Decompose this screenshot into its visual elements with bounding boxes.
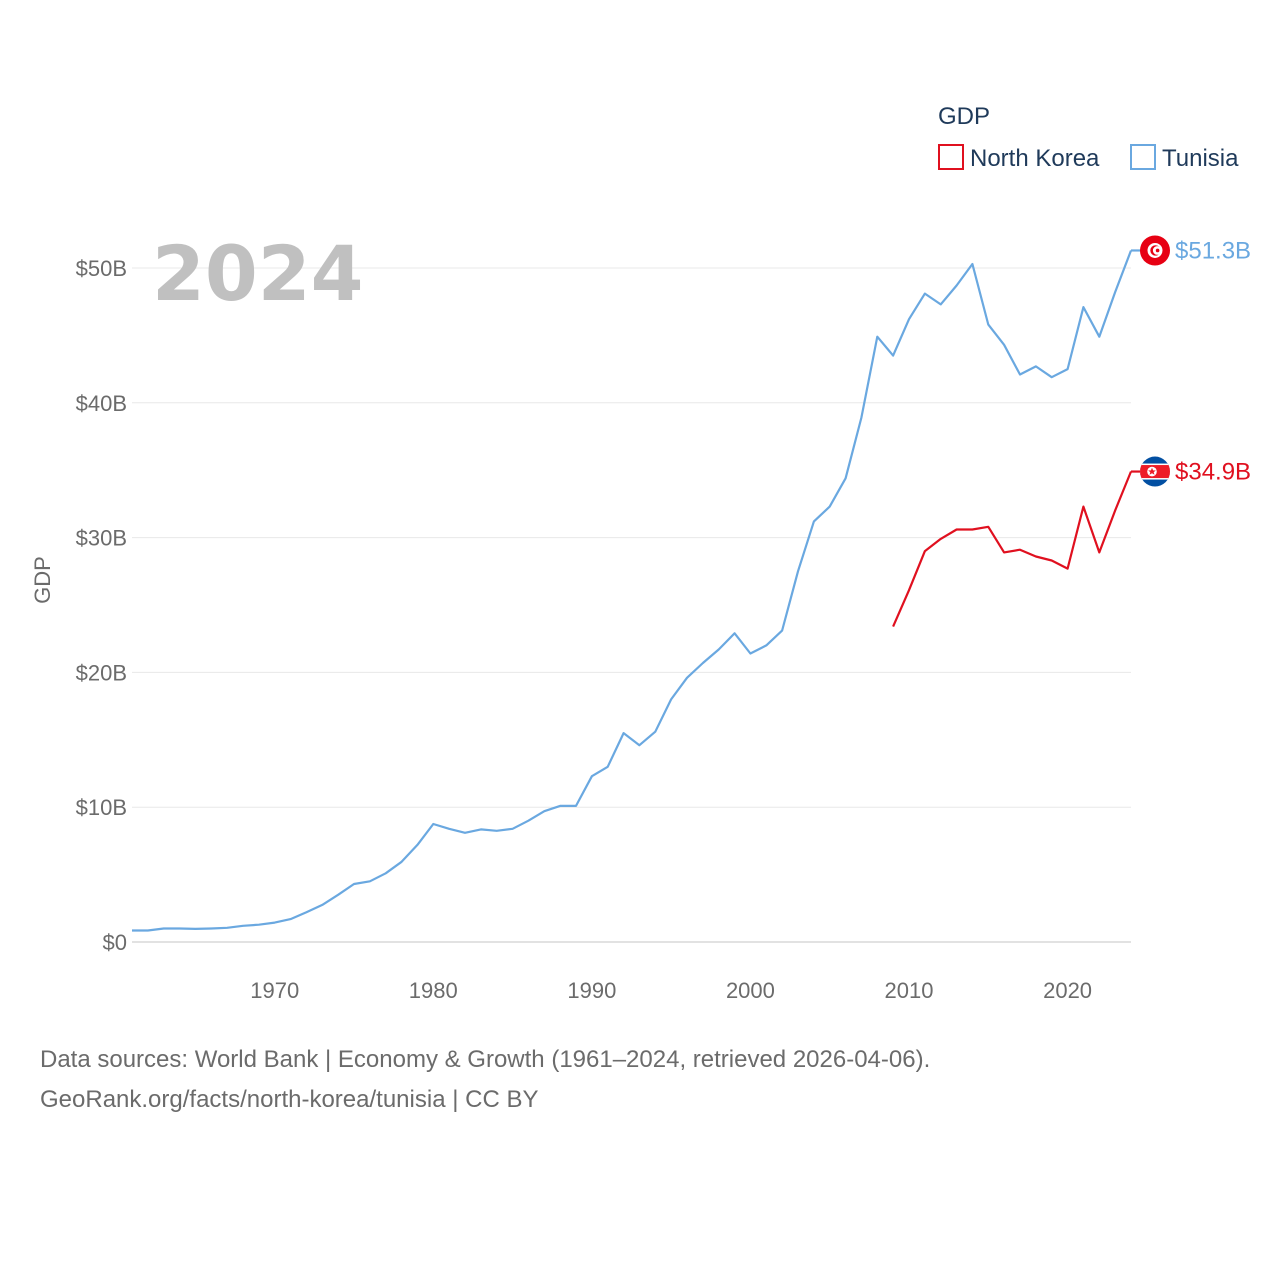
end-label-north-korea: $34.9B (1175, 459, 1251, 486)
y-axis-ticks: $0 $10B $20B $30B $40B $50B (76, 256, 127, 955)
y-tick-label: $10B (76, 795, 127, 820)
legend-swatch-north-korea (938, 144, 964, 170)
x-tick-label: 2000 (726, 978, 775, 1003)
end-markers: $34.9B $51.3B (1131, 235, 1251, 487)
end-label-tunisia: $51.3B (1175, 237, 1251, 264)
y-tick-label: $30B (76, 526, 127, 551)
y-tick-label: $0 (103, 930, 127, 955)
x-axis-ticks: 1970 1980 1990 2000 2010 2020 (250, 978, 1092, 1003)
x-tick-label: 2010 (885, 978, 934, 1003)
legend-label-north-korea: North Korea (970, 145, 1100, 172)
attribution-link[interactable]: GeoRank.org/facts/north-korea/tunisia | … (40, 1086, 539, 1113)
legend-item-tunisia[interactable]: Tunisia (1130, 144, 1239, 172)
legend-swatch-tunisia (1130, 144, 1156, 170)
x-tick-label: 1990 (567, 978, 616, 1003)
tunisia-flag-icon (1140, 235, 1170, 266)
x-tick-label: 1980 (409, 978, 458, 1003)
x-tick-label: 1970 (250, 978, 299, 1003)
footer: Data sources: World Bank | Economy & Gro… (40, 1040, 930, 1120)
year-label: 2024 (152, 229, 364, 318)
gridlines (132, 267, 1131, 943)
y-tick-label: $40B (76, 391, 127, 416)
series-line-tunisia (132, 250, 1133, 932)
x-tick-label: 2020 (1043, 978, 1092, 1003)
legend: GDP North Korea Tunisia (938, 103, 1239, 172)
north-korea-flag-icon (1140, 456, 1170, 487)
data-sources-text: Data sources: World Bank | Economy & Gro… (40, 1046, 931, 1073)
y-tick-label: $50B (76, 256, 127, 281)
legend-label-tunisia: Tunisia (1162, 145, 1239, 172)
legend-title: GDP (938, 103, 990, 130)
legend-item-north-korea[interactable]: North Korea (938, 144, 1100, 172)
y-tick-label: $20B (76, 660, 127, 685)
y-axis-title: GDP (30, 556, 55, 604)
series-lines (132, 250, 1133, 932)
series-line-north-korea (892, 471, 1133, 628)
